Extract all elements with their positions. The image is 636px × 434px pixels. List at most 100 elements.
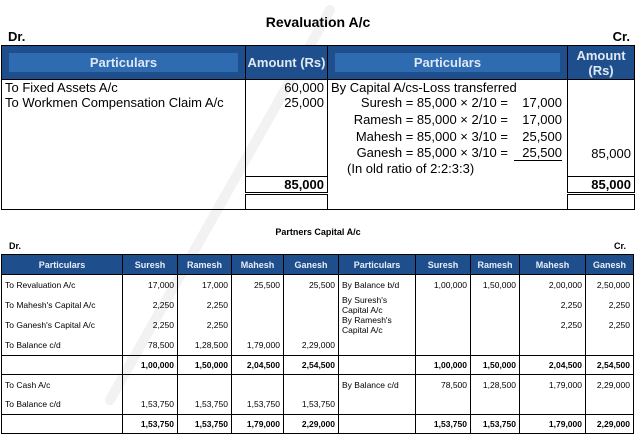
revaluation-dr-label: Dr.: [8, 29, 26, 44]
amount-cell: [470, 335, 520, 356]
amount-cell: [231, 295, 284, 315]
capital-header-3: Mahesh: [231, 254, 284, 275]
capital-header-1: Suresh: [122, 254, 178, 275]
amount-cell: 1,28,500: [470, 374, 520, 394]
debit-total: 85,000: [245, 176, 328, 195]
amount-cell: 2,250: [585, 315, 634, 335]
credit-line-value: 17,000: [522, 112, 562, 127]
amount-cell: 2,250: [177, 315, 232, 335]
credit-line-label: Suresh = 85,000 × 2/10 =: [360, 95, 508, 110]
amount-cell: 1,50,000: [177, 355, 232, 375]
particulars-cell: [1, 355, 123, 375]
amount-cell: 78,500: [122, 335, 178, 356]
amount-cell: 1,53,750: [470, 414, 520, 434]
particulars-cell: [338, 355, 416, 375]
amount-cell: [283, 295, 339, 315]
amount-cell: 1,53,750: [415, 414, 471, 434]
amount-cell: 1,00,000: [122, 355, 178, 375]
amount-cell: [177, 374, 232, 394]
amount-cell: 2,250: [519, 295, 586, 315]
amount-cell: 1,00,000: [415, 274, 471, 295]
table-row: To Revaluation A/c 17,000 17,000 25,500 25,5…: [1, 274, 634, 295]
debit-amount: 25,000: [284, 95, 324, 110]
header-particulars-dr: Particulars: [1, 45, 246, 80]
capital-header-5: Particulars: [338, 254, 416, 275]
amount-cell: [415, 335, 471, 356]
header-amount-dr: Amount (Rs): [245, 45, 328, 80]
amount-cell: 1,53,750: [122, 394, 178, 415]
amount-cell: 1,50,000: [470, 274, 520, 295]
amount-cell: 1,79,000: [519, 374, 586, 394]
particulars-cell: To Balance c/d: [1, 394, 123, 415]
credit-line-value: 17,000: [522, 95, 562, 110]
particulars-cell: By Balance c/d: [338, 374, 416, 394]
amount-cell: 2,54,500: [283, 355, 339, 375]
amount-cell: [519, 394, 586, 415]
debit-item: To Fixed Assets A/c: [5, 80, 118, 95]
table-row: To Mahesh's Capital A/c 2,250 2,250 By Sure…: [1, 295, 634, 315]
capital-header-7: Ramesh: [470, 254, 520, 275]
credit-total: 85,000: [567, 176, 635, 195]
amount-cell: [585, 394, 634, 415]
amount-cell: 1,28,500: [177, 335, 232, 356]
debit-amount: 60,000: [284, 80, 324, 95]
amount-cell: 2,250: [585, 295, 634, 315]
amount-cell: [470, 394, 520, 415]
debit-particulars: To Fixed Assets A/c To Workmen Compensat…: [1, 79, 246, 177]
amount-cell: 1,79,000: [519, 414, 586, 434]
partners-capital-table: Particulars Suresh Ramesh Mahesh Ganesh Parti…: [1, 254, 634, 434]
amount-cell: 25,500: [231, 274, 284, 295]
amount-cell: 2,54,500: [585, 355, 634, 375]
amount-cell: 17,000: [122, 274, 178, 295]
amount-cell: 2,250: [122, 295, 178, 315]
particulars-cell: By Suresh's Capital A/c: [338, 295, 416, 315]
amount-cell: [231, 315, 284, 335]
revaluation-cr-label: Cr.: [612, 29, 630, 44]
capital-title: Partners Capital A/c: [275, 227, 361, 237]
credit-line-label: Ramesh = 85,000 × 2/10 =: [353, 112, 508, 127]
amount-cell: [122, 374, 178, 394]
amount-cell: 2,00,000: [519, 274, 586, 295]
amount-cell: 1,53,750: [231, 394, 284, 415]
table-row: 1,53,750 1,53,750 1,79,000 2,29,000 1,53,750…: [1, 414, 634, 434]
particulars-cell: By Ramesh's Capital A/c: [338, 315, 416, 335]
amount-cell: 2,04,500: [231, 355, 284, 375]
amount-cell: 1,79,000: [231, 414, 284, 434]
amount-cell: 78,500: [415, 374, 471, 394]
capital-header-0: Particulars: [1, 254, 123, 275]
amount-cell: 25,500: [283, 274, 339, 295]
particulars-cell: [338, 335, 416, 356]
amount-cell: [415, 295, 471, 315]
credit-amount-cell: 85,000: [567, 79, 635, 177]
capital-dr-label: Dr.: [9, 241, 22, 251]
particulars-cell: By Balance b/d: [338, 274, 416, 295]
table-row: 1,00,000 1,50,000 2,04,500 2,54,500 1,00,000…: [1, 355, 634, 375]
amount-cell: 2,250: [519, 315, 586, 335]
capital-cr-label: Cr.: [613, 241, 626, 251]
amount-cell: [519, 335, 586, 356]
amount-cell: [585, 335, 634, 356]
credit-line-label: Mahesh = 85,000 × 3/10 =: [355, 129, 508, 144]
amount-cell: [283, 374, 339, 394]
particulars-cell: To Cash A/c: [1, 374, 123, 394]
table-row: To Balance c/d 78,500 1,28,500 1,79,000 2,29…: [1, 335, 634, 356]
amount-cell: [415, 394, 471, 415]
particulars-cell: [338, 414, 416, 434]
amount-cell: 1,53,750: [283, 394, 339, 415]
table-row: To Ganesh's Capital A/c 2,250 2,250 By Rame…: [1, 315, 634, 335]
amount-cell: 1,53,750: [122, 414, 178, 434]
particulars-cell: To Revaluation A/c: [1, 274, 123, 295]
credit-line-value: 25,500: [522, 129, 562, 144]
amount-cell: 1,53,750: [177, 394, 232, 415]
header-particulars-cr: Particulars: [327, 45, 568, 80]
capital-header-6: Suresh: [415, 254, 471, 275]
particulars-cell: To Mahesh's Capital A/c: [1, 295, 123, 315]
credit-amount: 85,000: [591, 146, 631, 161]
amount-cell: 2,50,000: [585, 274, 634, 295]
amount-cell: 1,50,000: [470, 355, 520, 375]
credit-particulars: By Capital A/cs-Loss transferred Suresh …: [327, 79, 568, 177]
table-row: To Balance c/d 1,53,750 1,53,750 1,53,750 1,…: [1, 394, 634, 415]
amount-cell: 17,000: [177, 274, 232, 295]
amount-cell: [470, 315, 520, 335]
header-amount-cr: Amount (Rs): [567, 45, 635, 80]
